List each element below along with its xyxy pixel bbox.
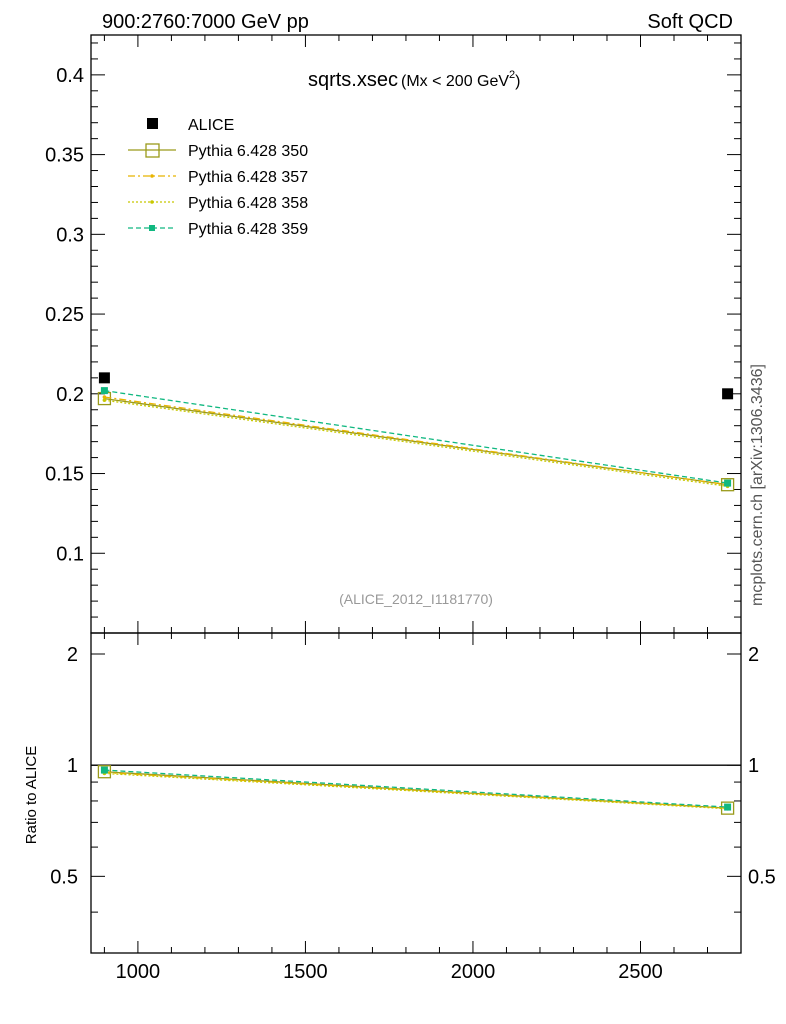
ratio-series-3-point [100,766,108,774]
main-series-0-point [720,478,735,492]
ratio-y-tick-label: 1 [67,755,78,777]
alice-data-point [722,388,734,400]
plot-title: sqrts.xsec [308,69,398,91]
x-axis-ticks: 1000 1500 2000 2500 [103,35,708,983]
x-tick-label: 2000 [451,961,496,983]
ratio-y-tick-label-right: 1 [748,755,759,777]
legend-label-359: Pythia 6.428 359 [188,221,308,238]
ratio-series-3-line [104,769,728,808]
y-tick-label: 0.3 [56,224,84,246]
y-tick-label: 0.15 [45,464,84,486]
legend-label-alice: ALICE [188,117,234,134]
legend-marker-358 [150,200,154,204]
y-tick-label: 0.2 [56,384,84,406]
legend-label-350: Pythia 6.428 350 [188,143,308,160]
ratio-axis-ticks: 0.5 0.5 1 1 2 2 [50,644,776,913]
ratio-series-0-point [97,765,112,779]
main-series-2-line [104,399,728,487]
legend-marker-359 [149,225,155,231]
legend-label-357: Pythia 6.428 357 [188,169,308,186]
ratio-series-2-line [104,772,728,810]
ratio-y-tick-label-right: 2 [748,644,759,666]
legend-marker-350 [145,143,160,158]
x-tick-label: 1500 [283,961,328,983]
legend-marker-357 [150,174,154,178]
main-series-group [97,372,735,492]
y-tick-label: 0.4 [56,65,84,87]
ratio-series-group [97,765,735,815]
y-tick-label: 0.35 [45,145,84,167]
main-series-3-point [100,387,108,395]
legend-label-358: Pythia 6.428 358 [188,195,308,212]
main-series-0-line [104,397,728,486]
legend: ALICE Pythia 6.428 350 Pythia 6.428 357 … [128,117,308,238]
legend-marker-alice [147,118,158,129]
main-series-1-line [104,396,728,486]
y-tick-label: 0.1 [56,543,84,565]
ratio-ylabel: Ratio to ALICE [23,746,40,844]
main-series-2-point [102,398,107,402]
header-left: 900:2760:7000 GeV pp [102,11,309,33]
ratio-series-3-point [724,803,732,811]
analysis-watermark: (ALICE_2012_I1181770) [339,591,493,607]
ratio-y-tick-label: 2 [67,644,78,666]
header-right: Soft QCD [647,11,733,33]
ratio-series-1-line [104,771,728,809]
ratio-plot-frame [90,632,742,954]
main-axis-ticks: 0.1 0.15 0.2 0.25 0.3 0.35 0.4 [45,42,741,618]
x-tick-label: 2500 [618,961,663,983]
main-series-1-point [102,395,107,399]
y-tick-label: 0.25 [45,304,84,326]
alice-data-point [98,372,110,384]
x-tick-label: 1000 [116,961,161,983]
main-series-3-point [724,479,732,487]
plot-subtitle: (Mx < 200 GeV2) [401,69,521,90]
main-series-3-line [104,389,728,484]
ratio-y-tick-label: 0.5 [50,866,78,888]
side-label: mcplots.cern.ch [arXiv:1306.3436] [749,364,766,606]
ratio-y-tick-label-right: 0.5 [748,866,776,888]
